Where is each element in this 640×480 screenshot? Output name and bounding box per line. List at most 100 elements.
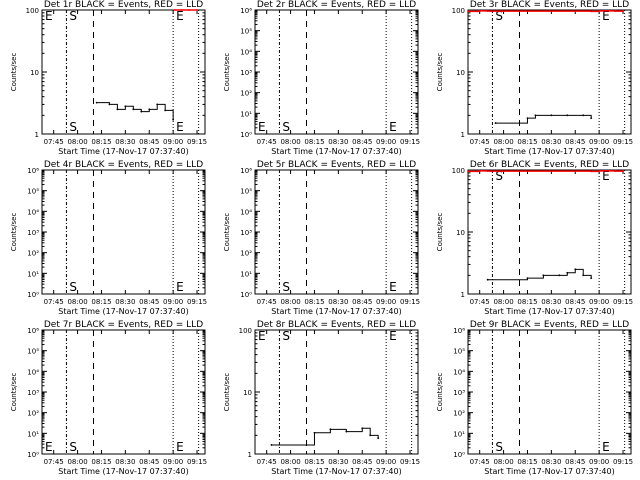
marker-label: S (495, 440, 503, 454)
x-tick-label: 09:15 (613, 298, 633, 306)
series-events-point (590, 277, 593, 280)
y-tick-label: 1 (35, 131, 39, 139)
y-axis-label: Counts/sec (436, 213, 444, 252)
series-events-point (132, 108, 135, 111)
y-tick-label: 10⁰ (27, 291, 39, 299)
x-axis-label: Start Time (17-Nov-17 07:37:40) (271, 307, 401, 316)
series-lld-point (173, 9, 176, 11)
y-tick-label: 100 (239, 327, 252, 335)
x-axis-label: Start Time (17-Nov-17 07:37:40) (58, 467, 188, 476)
x-tick-label: 09:00 (163, 298, 183, 306)
x-tick-label: 08:15 (517, 458, 537, 466)
marker-label: E (602, 169, 610, 183)
x-tick-label: 09:00 (376, 298, 396, 306)
series-events-point (124, 105, 127, 108)
x-tick-label: 09:15 (613, 138, 633, 146)
x-tick-label: 08:00 (280, 298, 300, 306)
x-tick-label: 07:45 (44, 458, 64, 466)
x-tick-label: 08:45 (139, 138, 159, 146)
x-axis-label: Start Time (17-Nov-17 07:37:40) (271, 467, 401, 476)
x-axis-label: Start Time (17-Nov-17 07:37:40) (484, 467, 614, 476)
y-tick-label: 10³ (240, 229, 252, 237)
x-tick-label: 08:30 (541, 458, 561, 466)
marker-label: E (176, 440, 184, 454)
series-lld-point (478, 9, 481, 12)
y-tick-label: 10² (240, 250, 252, 258)
y-tick-label: 10⁵ (27, 188, 39, 196)
x-tick-label: 08:30 (328, 458, 348, 466)
y-tick-label: 1 (248, 451, 252, 459)
y-tick-label: 10⁶ (240, 7, 252, 15)
marker-label: E (258, 120, 266, 134)
x-axis-label: Start Time (17-Nov-17 07:37:40) (58, 307, 188, 316)
y-tick-label: 10⁰ (240, 131, 252, 139)
y-tick-label: 10 (456, 229, 465, 237)
series-lld-point (486, 10, 489, 12)
chart-panel-5: Det 5r BLACK = Events, RED = LLD 10⁰ 10¹ 10… (223, 160, 420, 316)
y-tick-label: 10⁵ (240, 188, 252, 196)
series-lld-point (622, 9, 624, 12)
marker-label: E (602, 440, 610, 454)
series-events-line (271, 427, 379, 446)
x-tick-label: 09:00 (589, 458, 609, 466)
y-tick-label: 10⁰ (240, 291, 252, 299)
x-tick-label: 07:45 (470, 298, 490, 306)
series-events-point (95, 101, 98, 104)
x-tick-label: 07:45 (257, 138, 277, 146)
series-lld-point (614, 10, 616, 12)
series-events-line (96, 102, 174, 120)
series-events-point (550, 114, 553, 117)
series-events-point (582, 114, 585, 117)
series-events-point (140, 110, 143, 113)
series-events-point (486, 278, 489, 281)
series-events-point (566, 114, 569, 117)
marker-label: E (176, 9, 184, 23)
series-events-point (369, 434, 372, 437)
series-events-point (494, 122, 497, 124)
series-lld-point (590, 10, 593, 13)
x-tick-label: 08:15 (91, 138, 111, 146)
y-tick-label: 10¹ (240, 270, 252, 278)
series-events-point (582, 274, 585, 277)
panel-title: Det 9r BLACK = Events, RED = LLD (470, 320, 629, 330)
y-tick-label: 10¹ (240, 110, 252, 118)
y-tick-label: 10⁰ (27, 451, 39, 459)
y-tick-label: 10¹ (27, 270, 39, 278)
chart-panel-3: Det 3r BLACK = Events, RED = LLD 1 10 100 Co… (436, 0, 633, 156)
x-tick-label: 08:45 (565, 138, 585, 146)
marker-label: E (602, 9, 610, 23)
y-tick-label: 100 (452, 7, 465, 15)
y-tick-label: 10³ (27, 389, 39, 397)
x-tick-label: 08:30 (541, 298, 561, 306)
y-axis-label: Counts/sec (223, 53, 231, 92)
chart-panel-4: Det 4r BLACK = Events, RED = LLD 10⁰ 10¹ 10… (10, 160, 207, 316)
x-tick-label: 08:00 (493, 138, 513, 146)
y-tick-label: 10³ (240, 69, 252, 77)
y-axis-label: Counts/sec (10, 213, 18, 252)
x-tick-label: 08:00 (67, 298, 87, 306)
x-axis-label: Start Time (17-Nov-17 07:37:40) (484, 147, 614, 156)
y-tick-label: 10¹ (27, 430, 39, 438)
x-tick-label: 08:00 (280, 138, 300, 146)
x-tick-label: 08:15 (517, 298, 537, 306)
y-tick-label: 10⁵ (27, 348, 39, 356)
series-events-point (148, 108, 151, 111)
series-events-point (526, 117, 529, 120)
x-tick-label: 08:15 (304, 298, 324, 306)
y-axis-label: Counts/sec (223, 213, 231, 252)
y-tick-label: 100 (452, 167, 465, 175)
series-events-point (377, 437, 380, 440)
x-tick-label: 09:00 (163, 138, 183, 146)
series-lld-point (467, 170, 469, 173)
series-events-point (526, 277, 529, 280)
x-tick-label: 08:45 (352, 138, 372, 146)
x-tick-label: 08:30 (115, 298, 135, 306)
series-events-line (487, 268, 592, 281)
y-tick-label: 10¹ (453, 430, 465, 438)
x-tick-label: 08:15 (304, 458, 324, 466)
chart-panel-6: Det 6r BLACK = Events, RED = LLD 1 10 100 Co… (436, 160, 633, 316)
x-axis-label: Start Time (17-Nov-17 07:37:40) (58, 147, 188, 156)
x-axis-label: Start Time (17-Nov-17 07:37:40) (484, 307, 614, 316)
y-axis-label: Counts/sec (10, 53, 18, 92)
x-tick-label: 08:15 (517, 138, 537, 146)
